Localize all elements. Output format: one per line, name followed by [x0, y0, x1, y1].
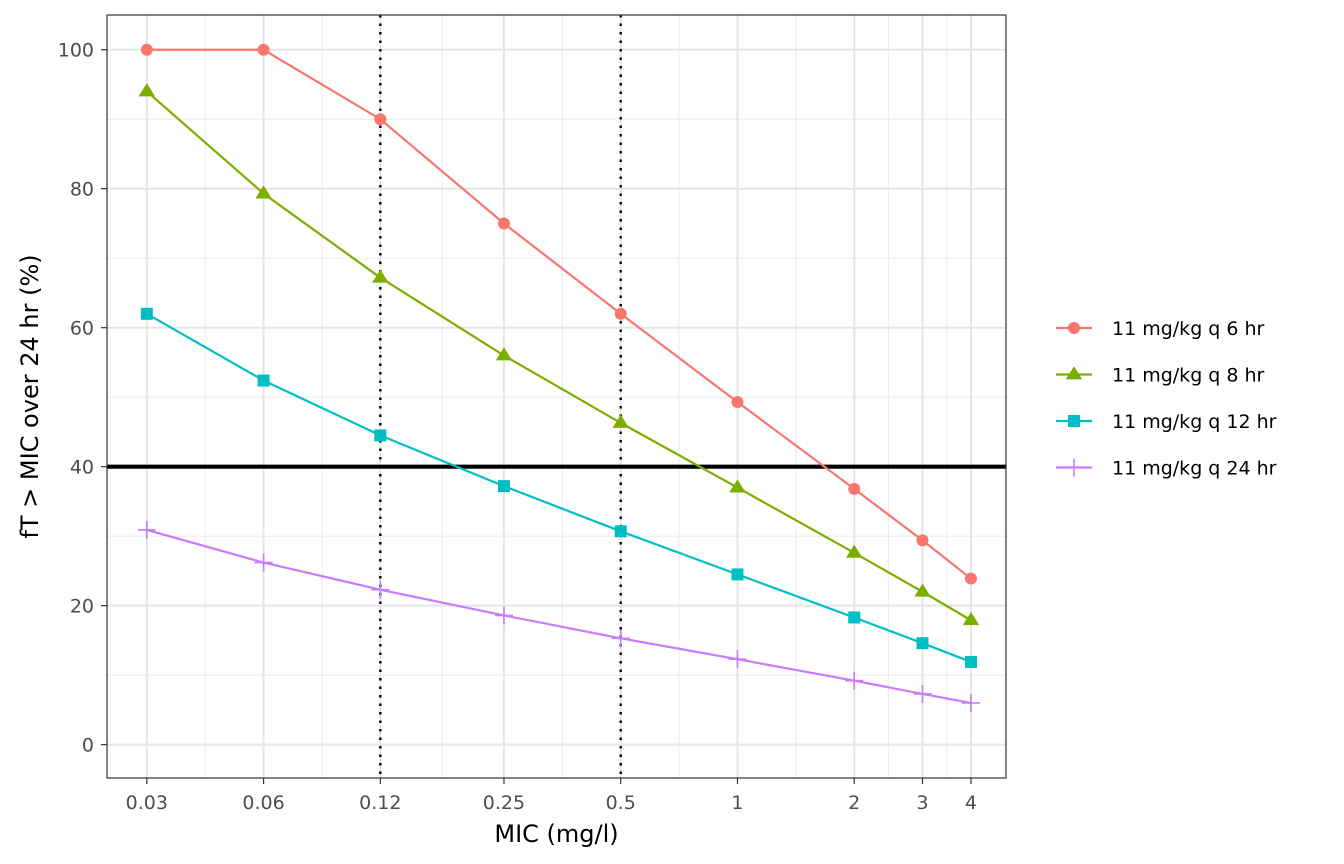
x-tick-label: 1	[731, 792, 743, 814]
data-point	[731, 568, 744, 581]
legend-item-3: 11 mg/kg q 12 hr	[1056, 411, 1277, 433]
legend-key-marker	[1068, 322, 1080, 334]
data-point	[914, 583, 931, 597]
data-point	[137, 520, 156, 539]
legend-item-4: 11 mg/kg q 24 hr	[1056, 458, 1277, 480]
data-point	[497, 480, 510, 493]
data-point	[611, 629, 630, 648]
y-tick-label: 0	[82, 735, 94, 757]
data-point	[848, 611, 861, 624]
legend-key-marker	[1065, 458, 1083, 477]
data-point	[254, 553, 273, 572]
grid	[107, 15, 1006, 778]
series-line	[146, 312, 972, 663]
data-point	[257, 43, 270, 56]
legend-label: 11 mg/kg q 24 hr	[1112, 458, 1277, 480]
data-point	[916, 637, 929, 650]
data-point	[138, 83, 156, 97]
series-4	[137, 520, 980, 712]
legend-label: 11 mg/kg q 8 hr	[1112, 365, 1265, 387]
data-point	[728, 650, 747, 669]
y-tick-label: 80	[70, 179, 94, 201]
data-point	[374, 429, 387, 442]
data-point	[495, 347, 513, 361]
data-point	[845, 671, 864, 690]
data-point	[140, 307, 153, 320]
data-point	[846, 544, 863, 558]
x-tick-label: 0.25	[483, 792, 525, 814]
x-tick-label: 4	[965, 792, 977, 814]
x-tick-label: 0.12	[359, 792, 401, 814]
legend-key-marker	[1065, 366, 1083, 380]
x-tick-label: 2	[848, 792, 860, 814]
y-tick-label: 40	[70, 457, 94, 479]
axes: 0 20 40 60 80 100 0.03 0.06 0.12 0.25 0.5 1 2 3 4	[58, 40, 977, 814]
y-tick-label: 20	[70, 596, 94, 618]
series-line	[146, 90, 972, 622]
data-point	[612, 414, 629, 428]
legend-item-1: 11 mg/kg q 6 hr	[1056, 318, 1265, 340]
data-point	[614, 307, 627, 320]
data-point	[497, 217, 510, 230]
data-point	[913, 684, 932, 703]
y-tick-label: 60	[70, 318, 94, 340]
series-1	[140, 43, 977, 585]
legend-label: 11 mg/kg q 12 hr	[1112, 411, 1277, 433]
y-tick-label: 100	[58, 40, 94, 62]
data-point	[372, 269, 389, 283]
data-point	[614, 525, 627, 538]
data-point	[374, 113, 387, 126]
legend-key-marker	[1068, 415, 1080, 427]
legend-label: 11 mg/kg q 6 hr	[1112, 318, 1265, 340]
data-point	[964, 655, 977, 668]
data-point	[494, 606, 513, 625]
data-point	[729, 479, 746, 493]
x-tick-label: 0.5	[606, 792, 636, 814]
x-tick-label: 0.03	[126, 792, 168, 814]
series-2	[138, 83, 980, 626]
plot-panel-border	[106, 14, 1007, 779]
data-point	[964, 572, 977, 585]
x-tick-label: 0.06	[242, 792, 284, 814]
legend-item-2: 11 mg/kg q 8 hr	[1056, 365, 1265, 387]
data-point	[916, 534, 929, 547]
x-tick-label: 3	[916, 792, 928, 814]
data-point	[255, 185, 272, 199]
data-point	[961, 693, 980, 712]
reference-lines	[107, 15, 1006, 778]
data-point	[848, 482, 861, 495]
data-point	[371, 580, 390, 599]
series-line	[146, 48, 972, 580]
series-layer	[137, 43, 980, 712]
x-axis-title: MIC (mg/l)	[494, 820, 618, 848]
data-point	[731, 396, 744, 409]
data-point	[257, 374, 270, 387]
y-axis-title: fT > MIC over 24 hr (%)	[16, 254, 44, 538]
legend: 11 mg/kg q 6 hr 11 mg/kg q 8 hr 11 mg/kg q…	[1056, 318, 1277, 480]
series-3	[140, 307, 977, 668]
data-point	[140, 43, 153, 56]
data-point	[962, 612, 980, 626]
